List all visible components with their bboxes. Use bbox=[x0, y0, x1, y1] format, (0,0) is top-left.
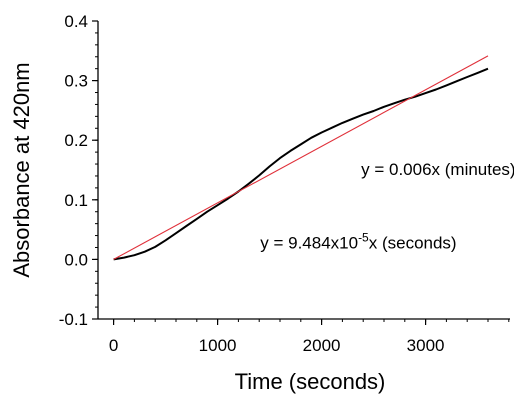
fit-line bbox=[113, 55, 489, 260]
series-group bbox=[113, 55, 489, 261]
x-tick-label: 3000 bbox=[407, 336, 445, 355]
y-tick-label: -0.1 bbox=[59, 310, 88, 329]
x-axis-title: Time (seconds) bbox=[235, 369, 386, 394]
fit-equation-seconds: y = 9.484x10-5x (seconds) bbox=[260, 231, 456, 253]
x-tick-label: 0 bbox=[109, 336, 118, 355]
x-tick-label: 1000 bbox=[199, 336, 237, 355]
y-tick-label: 0.3 bbox=[64, 72, 88, 91]
data-series-line bbox=[113, 67, 489, 261]
y-tick-label: 0.0 bbox=[64, 250, 88, 269]
y-axis-title: Absorbance at 420nm bbox=[9, 62, 34, 277]
y-tick-label: 0.1 bbox=[64, 191, 88, 210]
annotations: y = 0.006x (minutes) y = 9.484x10-5x (sec… bbox=[260, 160, 514, 253]
y-tick-label: 0.2 bbox=[64, 131, 88, 150]
axes: -0.1 0.0 0.1 0.2 0.3 0.4 0 1000 2000 3000 bbox=[59, 12, 510, 355]
fit-equation-minutes: y = 0.006x (minutes) bbox=[361, 160, 514, 179]
x-tick-label: 2000 bbox=[303, 336, 341, 355]
y-tick-label: 0.4 bbox=[64, 12, 88, 31]
